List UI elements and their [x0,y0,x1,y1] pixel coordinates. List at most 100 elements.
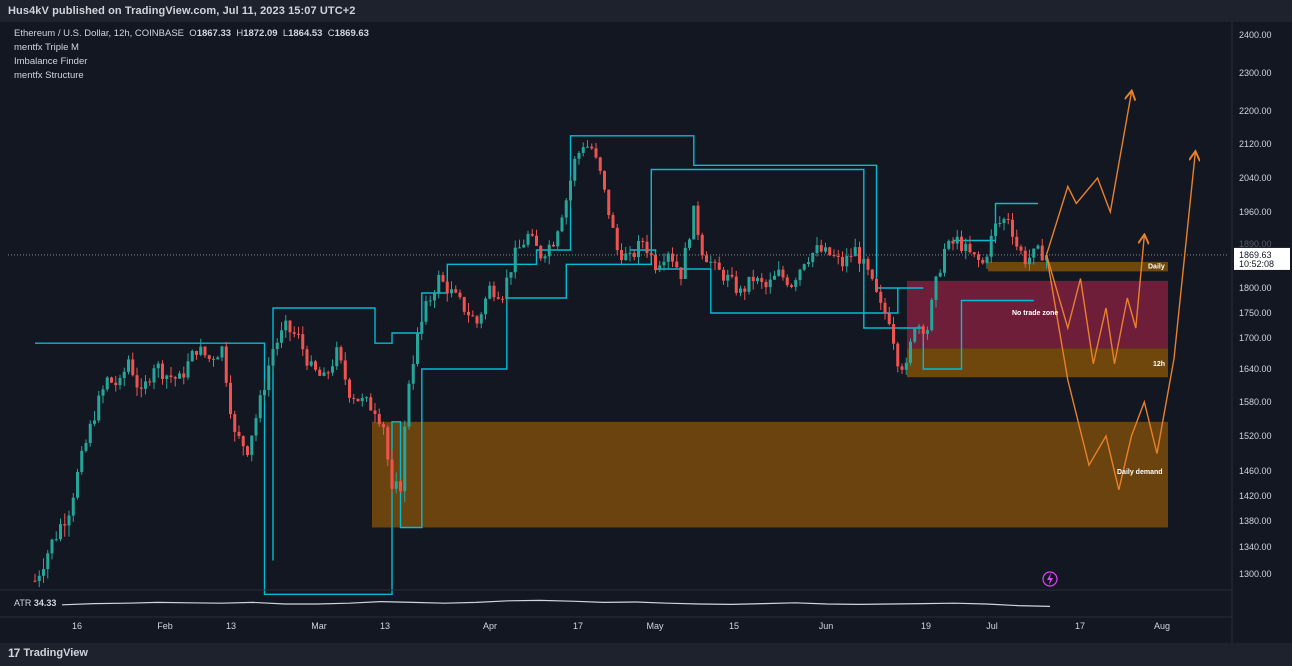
candle-body [105,377,109,390]
indicator-structure[interactable]: mentfx Structure [14,70,84,81]
candle-body [445,281,449,294]
candle-body [275,342,279,349]
candle-body [649,253,653,256]
candle-body [824,247,827,252]
zone-rect-3 [372,421,1168,528]
candle-body [454,289,458,293]
candle-body [637,241,640,258]
time-tick-label: 13 [380,621,390,631]
candle-body [254,418,258,436]
candle-body [420,321,424,334]
price-tick-label: 1340.00 [1239,542,1272,552]
candle-body [386,427,390,460]
tradingview-brand: TradingView [23,647,88,659]
candle-body [484,298,487,315]
candle-body [1002,218,1006,224]
candle-body [560,217,564,232]
low-value: 1864.53 [288,28,323,39]
candle-body [713,261,717,263]
candle-body [424,301,428,322]
candle-body [1023,250,1027,265]
candle-body [229,382,232,415]
zone-labels-layer: Daily No trade zone 12h Daily demand [1012,264,1165,476]
candle-body [955,236,959,244]
candle-body [382,424,385,428]
candle-body [76,471,79,498]
candle-body [297,333,300,335]
open-value: 1867.33 [196,28,232,39]
time-tick-label: 16 [72,621,82,631]
candle-body [437,275,441,294]
candle-body [441,275,445,282]
candle-body [156,363,160,369]
candle-body [50,539,54,554]
candle-body [237,431,241,437]
candle-body [84,442,88,451]
candle-body [127,359,130,372]
candle-body [756,277,759,282]
candle-body [356,398,360,402]
time-tick-label: 19 [921,621,931,631]
candles-layer [33,140,1048,588]
candle-body [858,247,861,264]
price-tick-label: 1700.00 [1239,333,1272,343]
candle-body [977,254,980,260]
candle-body [428,300,432,302]
candle-body [564,200,568,218]
indicator-triple-m[interactable]: mentfx Triple M [14,42,79,53]
candle-body [118,377,122,386]
zone-rect-0 [988,261,1168,272]
zones-layer [372,261,1168,528]
candle-body [369,397,373,411]
symbol-legend[interactable]: Ethereum / U.S. Dollar, 12h, COINBASE O1… [14,28,369,39]
candle-body [981,259,985,264]
candle-body [67,515,71,526]
candle-body [246,446,249,455]
candle-body [722,269,725,281]
candle-body [671,253,674,262]
candle-body [777,269,781,276]
candle-body [632,252,636,258]
candle-body [985,256,989,264]
candle-body [968,243,972,253]
time-tick-label: 17 [1075,621,1085,631]
candle-body [216,357,220,360]
candle-body [964,243,968,251]
countdown-text: 10:52:08 [1239,259,1274,269]
candle-body [870,269,874,279]
symbol-name: Ethereum / U.S. Dollar, 12h, COINBASE [14,28,185,39]
candle-body [828,247,832,255]
high-value: 1872.09 [243,28,278,39]
candle-body [794,280,798,287]
candle-body [416,333,419,364]
candle-body [93,420,96,424]
candle-body [998,223,1002,225]
atr-value: 34.33 [34,598,57,608]
candle-body [97,395,101,421]
candle-body [654,255,657,271]
price-tick-label: 2400.00 [1239,30,1272,40]
candle-body [573,158,577,181]
candle-body [607,189,611,216]
candle-body [250,435,254,455]
candle-body [263,389,266,396]
indicator-imbalance-finder[interactable]: Imbalance Finder [14,56,88,67]
tradingview-logo-icon: 17 [8,646,20,660]
candle-body [620,250,623,261]
candle-body [135,375,139,388]
candle-body [921,326,925,334]
candle-body [866,258,870,270]
price-tick-label: 1420.00 [1239,491,1272,501]
close-label: C [327,28,335,39]
candle-body [615,227,619,251]
tradingview-logo[interactable]: 17 TradingView [8,646,88,660]
alert-icon [1042,571,1058,587]
candle-body [1019,246,1023,251]
price-axis: 1300.00 1340.00 1380.00 1420.00 1460.00 1520.… [1231,22,1272,643]
candle-body [458,292,462,298]
price-chart[interactable]: Daily No trade zone 12h Daily demand 1300.0… [0,22,1292,643]
structure-line-0 [35,168,1034,595]
candle-body [173,377,177,379]
candle-body [348,379,351,398]
candle-body [815,245,819,254]
